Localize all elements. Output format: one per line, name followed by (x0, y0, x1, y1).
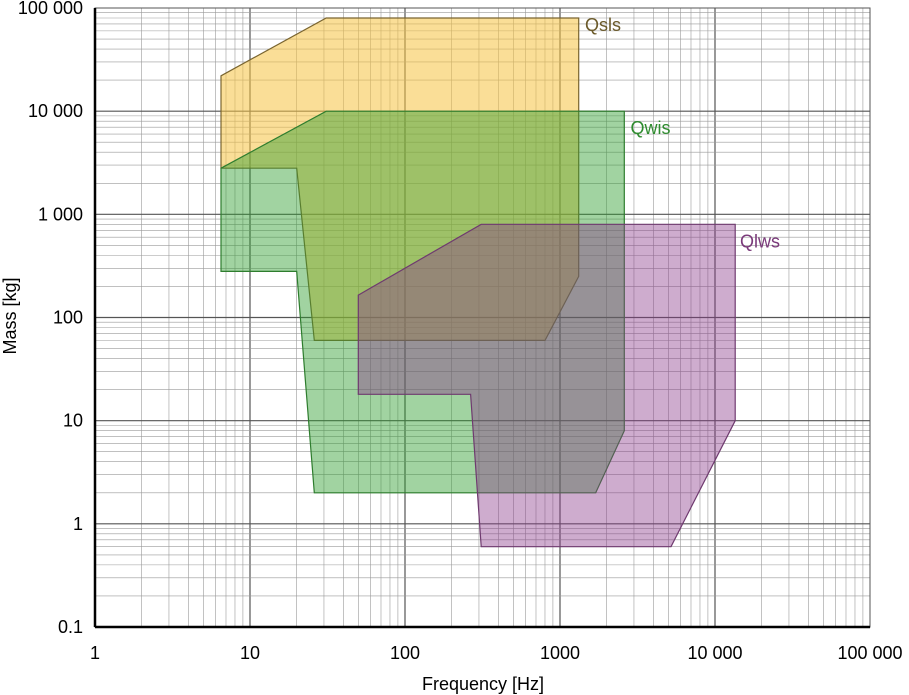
tick-labels: 1 10 100 1000 10 000 100 000 0.1 1 10 100 1 000 10 … (18, 0, 903, 663)
y-tick-label: 100 000 (18, 0, 83, 18)
series-area-qwis (220, 110, 625, 494)
x-tick-label: 10 000 (687, 643, 742, 663)
y-tick-label: 0.1 (58, 617, 83, 637)
series-label-qlws: Qlws (740, 231, 780, 251)
x-tick-label: 100 000 (837, 643, 902, 663)
y-axis-label: Mass [kg] (0, 277, 20, 354)
y-tick-label: 10 (63, 411, 83, 431)
x-axis-label: Frequency [Hz] (422, 674, 544, 694)
plot-frame (93, 7, 871, 629)
x-tick-label: 1000 (540, 643, 580, 663)
y-tick-label: 1 000 (38, 204, 83, 224)
series-area-qsls (220, 17, 580, 341)
y-tick-label: 100 (53, 308, 83, 328)
series-area-qlws (357, 223, 736, 548)
x-tick-label: 10 (240, 643, 260, 663)
x-tick-label: 1 (90, 643, 100, 663)
x-tick-label: 100 (390, 643, 420, 663)
series-label-qsls: Qsls (585, 15, 621, 35)
series-label-qwis: Qwis (631, 118, 671, 138)
series-labels: Qsls Qwis Qlws (585, 15, 780, 251)
series-areas (220, 17, 736, 548)
y-tick-label: 1 (73, 514, 83, 534)
y-tick-label: 10 000 (28, 101, 83, 121)
